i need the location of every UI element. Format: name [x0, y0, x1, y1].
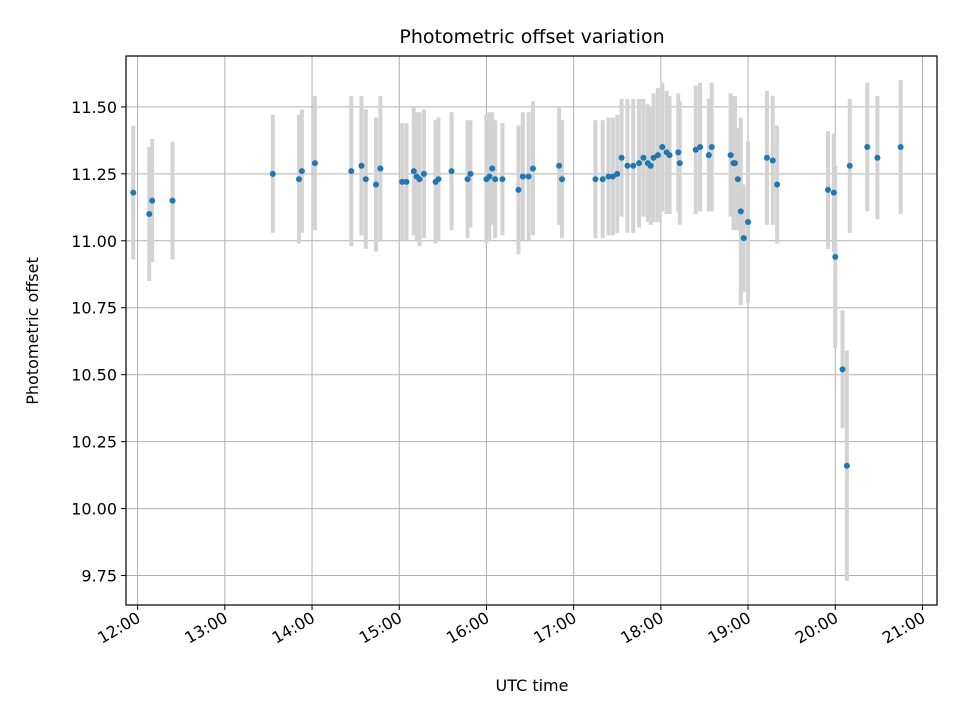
chart-title: Photometric offset variation [399, 26, 664, 48]
y-tick-label: 11.25 [71, 165, 117, 184]
data-point [624, 162, 631, 169]
data-point [605, 173, 612, 180]
data-point [377, 165, 384, 172]
data-point [824, 186, 831, 193]
data-point [448, 168, 455, 175]
data-point [372, 181, 379, 188]
data-point [614, 170, 621, 177]
data-point [737, 208, 744, 215]
data-point [705, 152, 712, 159]
data-point [745, 219, 752, 226]
data-point [358, 162, 365, 169]
data-point [659, 144, 666, 151]
y-tick-label: 10.50 [71, 366, 117, 385]
data-point [727, 152, 734, 159]
data-point [839, 366, 846, 373]
data-point [636, 160, 643, 167]
data-point [830, 189, 837, 196]
data-point [410, 168, 417, 175]
data-point [769, 157, 776, 164]
data-point [556, 162, 563, 169]
data-point [529, 165, 536, 172]
data-point [846, 162, 853, 169]
data-point [467, 170, 474, 177]
data-point [874, 154, 881, 161]
data-point [864, 144, 871, 151]
data-point [731, 160, 738, 167]
data-point [499, 176, 506, 183]
data-point [298, 168, 305, 175]
data-point [464, 176, 471, 183]
data-point [697, 144, 704, 151]
data-point [399, 178, 406, 185]
data-point [525, 173, 532, 180]
data-point [130, 189, 137, 196]
data-point [654, 152, 661, 159]
data-point [740, 235, 747, 242]
data-point [832, 253, 839, 260]
data-point [897, 144, 904, 151]
data-point [647, 162, 654, 169]
data-point [269, 170, 276, 177]
data-point [592, 176, 599, 183]
y-tick-label: 11.00 [71, 232, 117, 251]
data-point [515, 186, 522, 193]
data-point [492, 176, 499, 183]
data-point [519, 173, 526, 180]
y-tick-label: 10.25 [71, 433, 117, 452]
data-point [618, 154, 625, 161]
data-point [169, 197, 176, 204]
data-point [486, 173, 493, 180]
data-point [311, 160, 318, 167]
y-axis-title: Photometric offset [23, 257, 42, 405]
data-point [692, 146, 699, 153]
data-point [666, 152, 673, 159]
data-point [559, 176, 566, 183]
data-point [403, 178, 410, 185]
data-point [420, 170, 427, 177]
data-point [763, 154, 770, 161]
data-point [362, 176, 369, 183]
data-point [734, 176, 741, 183]
y-tick-label: 9.75 [81, 567, 117, 586]
x-axis-title: UTC time [496, 676, 569, 695]
data-point [640, 154, 647, 161]
data-point [708, 144, 715, 151]
data-point [599, 176, 606, 183]
y-tick-label: 10.75 [71, 299, 117, 318]
data-point [416, 176, 423, 183]
data-point [609, 173, 616, 180]
y-tick-label: 10.00 [71, 500, 117, 519]
data-point [489, 165, 496, 172]
data-point [675, 149, 682, 156]
data-point [774, 181, 781, 188]
data-point [843, 462, 850, 469]
data-points [130, 144, 904, 469]
data-point [348, 168, 355, 175]
y-tick-label: 11.50 [71, 98, 117, 117]
data-point [146, 211, 153, 218]
data-point [295, 176, 302, 183]
data-point [650, 154, 657, 161]
data-point [676, 160, 683, 167]
plot-area-frame [125, 55, 938, 606]
data-point [630, 162, 637, 169]
data-point [149, 197, 156, 204]
data-point [435, 176, 442, 183]
